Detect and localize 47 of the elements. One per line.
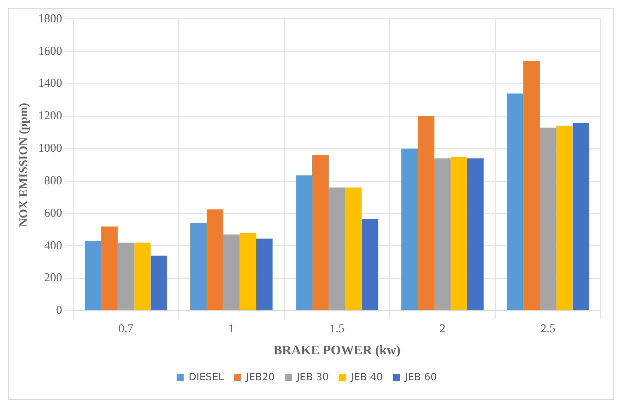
- bar: [507, 94, 524, 310]
- bar: [85, 241, 102, 310]
- bar: [540, 128, 556, 310]
- y-axis-title: NOX EMISSION (ppm): [16, 103, 30, 228]
- y-tick-label: 1400: [38, 76, 62, 90]
- bar: [434, 158, 451, 310]
- legend-label: JEB 60: [404, 372, 438, 384]
- bar: [312, 155, 329, 310]
- y-tick-label: 1600: [38, 44, 62, 58]
- y-tick-label: 1800: [38, 11, 62, 26]
- bar: [418, 116, 434, 310]
- bar: [556, 126, 573, 310]
- x-tick-label: 0.7: [118, 321, 134, 336]
- x-tick-label: 1.5: [330, 321, 345, 336]
- bar: [206, 210, 224, 310]
- bar: [402, 148, 418, 310]
- legend-label: DIESEL: [188, 372, 225, 384]
- bar: [190, 223, 207, 310]
- bar: [240, 233, 256, 310]
- bar: [256, 238, 273, 310]
- bar: [450, 156, 468, 310]
- bar: [150, 256, 168, 310]
- x-tick-label: 1: [228, 321, 235, 336]
- legend-label: JEB 30: [296, 372, 330, 384]
- bar: [118, 242, 134, 310]
- y-tick-label: 0: [56, 303, 62, 318]
- x-axis-title: BRAKE POWER (kw): [274, 342, 401, 358]
- y-tick-label: 400: [44, 238, 62, 252]
- y-tick-label: 800: [44, 173, 62, 188]
- bar: [328, 188, 346, 310]
- x-tick-label: 2.5: [540, 321, 556, 336]
- bar: [134, 242, 151, 310]
- bar: [296, 176, 313, 310]
- y-tick-label: 200: [44, 270, 62, 285]
- x-tick-label: 2: [440, 321, 446, 336]
- y-tick-label: 600: [44, 206, 62, 220]
- y-tick-label: 1200: [38, 108, 62, 123]
- bar: [345, 188, 362, 310]
- bar: [362, 219, 378, 310]
- bar: [524, 61, 540, 310]
- bar: [467, 158, 484, 310]
- legend-label: JEB 40: [350, 372, 384, 384]
- bar: [572, 122, 590, 310]
- bar: [223, 234, 240, 310]
- legend-label: JEB20: [245, 372, 275, 384]
- bar: [101, 226, 118, 310]
- y-tick-label: 1000: [38, 141, 62, 156]
